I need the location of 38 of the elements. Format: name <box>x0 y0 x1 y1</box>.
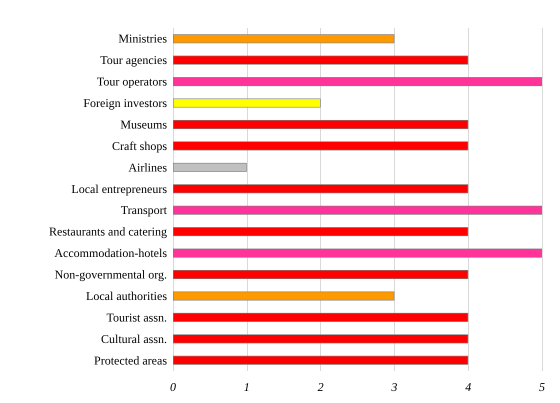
x-tick-label: 3 <box>390 380 398 394</box>
y-tick-label: Transport <box>120 203 168 218</box>
bar <box>173 34 394 44</box>
bar <box>173 227 468 236</box>
bar <box>173 77 542 86</box>
bar <box>173 312 468 322</box>
y-tick-label: Foreign investors <box>83 96 168 110</box>
x-tick-label: 2 <box>318 380 324 394</box>
y-tick-label: Airlines <box>128 160 168 174</box>
x-tick-label: 4 <box>465 380 472 394</box>
bar <box>173 120 468 129</box>
bar <box>173 162 247 172</box>
x-tick-label: 0 <box>170 380 176 394</box>
bar <box>173 248 542 258</box>
bar <box>173 141 468 150</box>
y-tick-label: Museums <box>120 117 168 132</box>
y-tick-label: Protected areas <box>94 353 168 368</box>
bar <box>173 206 542 215</box>
y-tick-label: Local authorities <box>86 288 168 303</box>
y-tick-label: Craft shops <box>112 138 168 153</box>
bar <box>173 56 468 65</box>
bar <box>173 270 468 280</box>
bar <box>173 184 468 194</box>
bar <box>173 356 468 365</box>
y-tick-label: Ministries <box>118 32 168 46</box>
y-tick-label: Accommodation-hotels <box>54 246 168 260</box>
bar <box>173 334 468 344</box>
y-tick-label: Restaurants and catering <box>49 224 167 239</box>
x-tick-label: 1 <box>244 380 250 394</box>
bar <box>173 98 321 108</box>
bar <box>173 291 394 300</box>
x-tick-label: 5 <box>539 380 545 394</box>
y-tick-label: Tourist assn. <box>106 310 167 324</box>
y-tick-label: Local entrepreneurs <box>71 182 168 196</box>
y-tick-label: Tour agencies <box>100 53 168 68</box>
y-tick-label: Tour operators <box>96 74 168 89</box>
y-tick-label: Cultural assn. <box>101 332 167 346</box>
y-tick-label: Non-governmental org. <box>54 268 167 282</box>
